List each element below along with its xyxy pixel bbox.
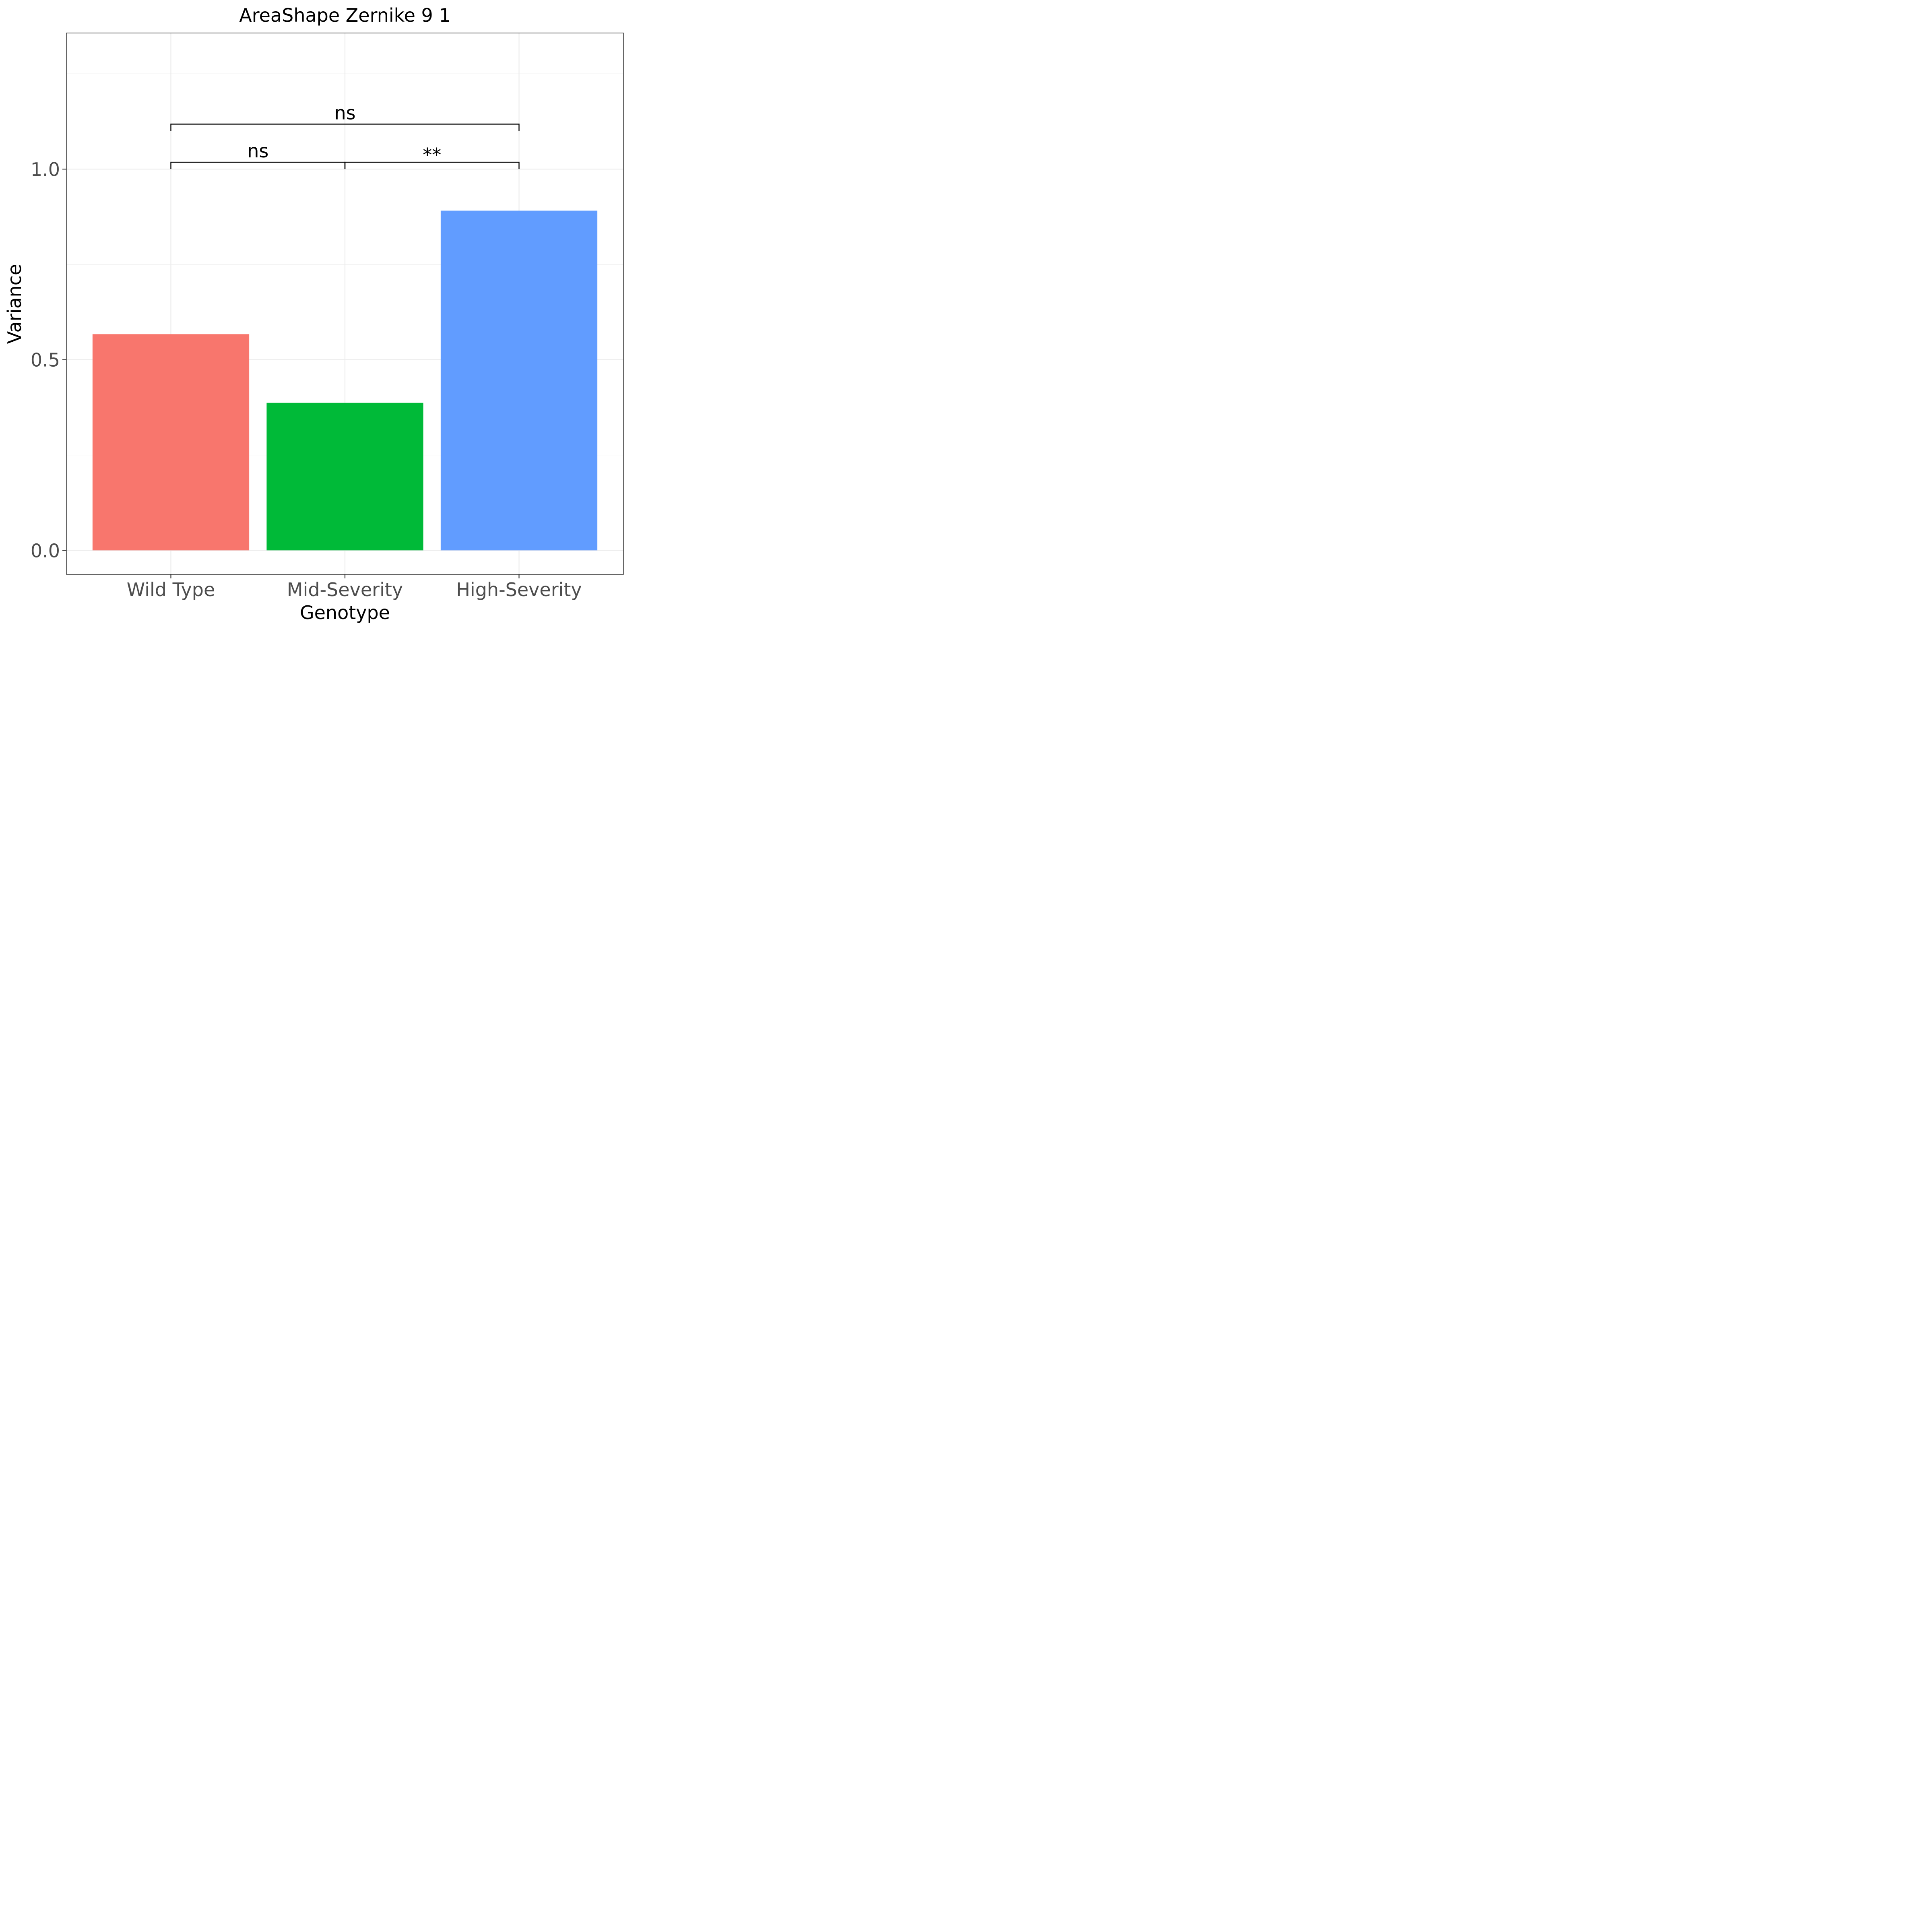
bar-chart: AreaShape Zernike 9 1 ns ** ns 0.0 0.5 1.0 W… <box>0 0 631 631</box>
x-axis: Wild Type Mid-Severity High-Severity <box>127 574 582 601</box>
y-axis: 0.0 0.5 1.0 <box>31 159 66 561</box>
chart-title: AreaShape Zernike 9 1 <box>239 4 450 26</box>
x-tick-label-0: Wild Type <box>127 579 215 601</box>
bars-layer <box>92 211 598 551</box>
y-tick-label-1: 0.5 <box>31 349 60 371</box>
bar-1 <box>266 402 423 551</box>
significance-label-1: ** <box>423 144 441 166</box>
y-tick-label-2: 1.0 <box>31 159 60 180</box>
significance-layer: ns ** ns <box>170 102 520 169</box>
x-tick-label-2: High-Severity <box>456 579 582 601</box>
significance-bracket-2 <box>170 124 520 131</box>
bar-0 <box>92 334 250 551</box>
y-tick-label-0: 0.0 <box>31 540 60 561</box>
significance-label-2: ns <box>334 102 355 124</box>
significance-label-0: ns <box>247 140 268 162</box>
x-axis-title: Genotype <box>300 602 390 623</box>
y-axis-title: Variance <box>4 264 25 344</box>
significance-bracket-1 <box>344 161 520 169</box>
x-tick-label-1: Mid-Severity <box>287 579 403 601</box>
bar-2 <box>440 211 598 551</box>
